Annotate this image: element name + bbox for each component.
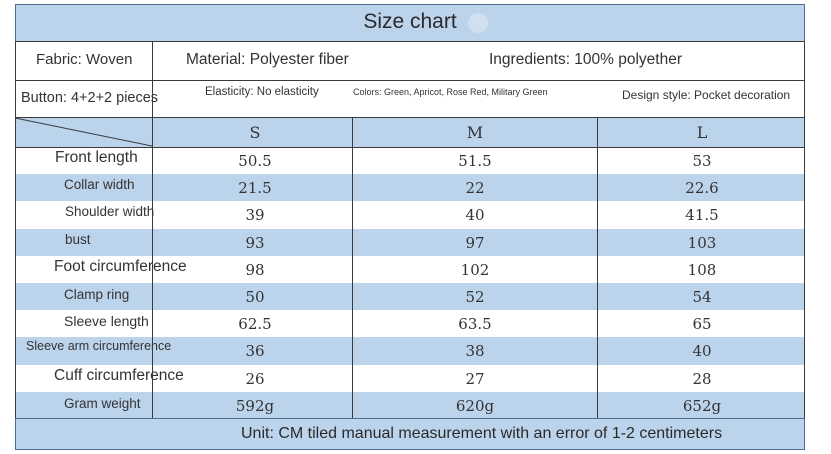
cell-value-l: 53	[692, 152, 712, 170]
grid-line	[597, 117, 598, 418]
size-header-l: L	[696, 123, 708, 142]
row-label: Foot circumference	[54, 257, 187, 275]
cell-value-s: 62.5	[238, 315, 272, 334]
cell-value-s: 21.5	[238, 179, 272, 198]
grid-line	[15, 41, 16, 450]
row-label: Clamp ring	[64, 287, 130, 302]
size-header-m: M	[466, 123, 484, 142]
grid-line	[15, 80, 805, 81]
row-label: Gram weight	[64, 395, 141, 411]
grid-line	[15, 147, 805, 148]
cell-value-m: 38	[465, 342, 485, 361]
design-info: Design style: Pocket decoration	[622, 88, 791, 102]
button-info: Button: 4+2+2 pieces	[21, 90, 159, 106]
cell-value-s: 50.5	[238, 152, 272, 170]
cell-value-m: 22	[465, 179, 485, 198]
size-header-s: S	[249, 123, 261, 142]
grid-line	[15, 117, 805, 118]
grid-line	[15, 41, 805, 42]
table-row	[15, 337, 805, 365]
cell-value-m: 40	[465, 206, 485, 225]
cell-value-m: 27	[465, 369, 485, 388]
elasticity-info: Elasticity: No elasticity	[205, 86, 319, 98]
cell-value-s: 50	[245, 288, 265, 306]
cell-value-s: 98	[245, 260, 265, 279]
cell-value-l: 652g	[682, 396, 722, 415]
cell-value-m: 97	[465, 233, 485, 252]
row-label: Sleeve arm circumference	[26, 339, 172, 354]
table-row	[15, 283, 805, 311]
table-row	[15, 391, 805, 419]
cell-value-l: 22.6	[685, 179, 719, 198]
cell-value-m: 102	[460, 260, 490, 279]
watermark-logo	[468, 13, 488, 33]
cell-value-l: 103	[687, 233, 717, 252]
grid-line	[152, 41, 153, 418]
grid-line	[352, 117, 353, 418]
row-label: Collar width	[64, 177, 135, 193]
cell-value-s: 39	[245, 206, 265, 225]
cell-value-m: 63.5	[458, 315, 492, 334]
fabric-info: Fabric: Woven	[36, 51, 133, 68]
row-label: Cuff circumference	[54, 366, 184, 384]
row-label: Shoulder width	[65, 204, 155, 220]
footer-note: Unit: CM tiled manual measurement with a…	[241, 425, 723, 442]
ingredients-info: Ingredients: 100% polyether	[489, 51, 683, 68]
cell-value-m: 620g	[455, 396, 495, 415]
cell-value-m: 52	[465, 288, 485, 306]
title-bar: Size chart	[15, 4, 805, 42]
material-info: Material: Polyester fiber	[186, 51, 349, 68]
colors-info: Colors: Green, Apricot, Rose Red, Milita…	[353, 87, 548, 97]
table-row	[15, 174, 805, 202]
grid-line	[804, 41, 805, 450]
cell-value-l: 28	[692, 369, 712, 388]
row-label: bust	[65, 231, 91, 247]
size-chart: Size chart Fabric: Woven Material: Polye…	[15, 4, 805, 450]
size-header-row	[15, 117, 805, 147]
cell-value-s: 93	[245, 233, 265, 252]
row-label: Sleeve length	[64, 313, 149, 330]
cell-value-m: 51.5	[458, 152, 492, 170]
cell-value-s: 26	[245, 369, 265, 388]
diagonal-corner-cell	[15, 117, 152, 147]
cell-value-l: 54	[692, 288, 712, 306]
cell-value-l: 40	[692, 342, 712, 361]
chart-title: Size chart	[363, 10, 457, 33]
cell-value-s: 592g	[235, 396, 275, 415]
table-row	[15, 228, 805, 256]
row-label: Front length	[55, 149, 138, 166]
cell-value-l: 108	[687, 260, 717, 279]
footer-bar: Unit: CM tiled manual measurement with a…	[15, 418, 805, 450]
cell-value-s: 36	[245, 342, 265, 361]
cell-value-l: 41.5	[685, 206, 719, 225]
cell-value-l: 65	[692, 315, 712, 334]
